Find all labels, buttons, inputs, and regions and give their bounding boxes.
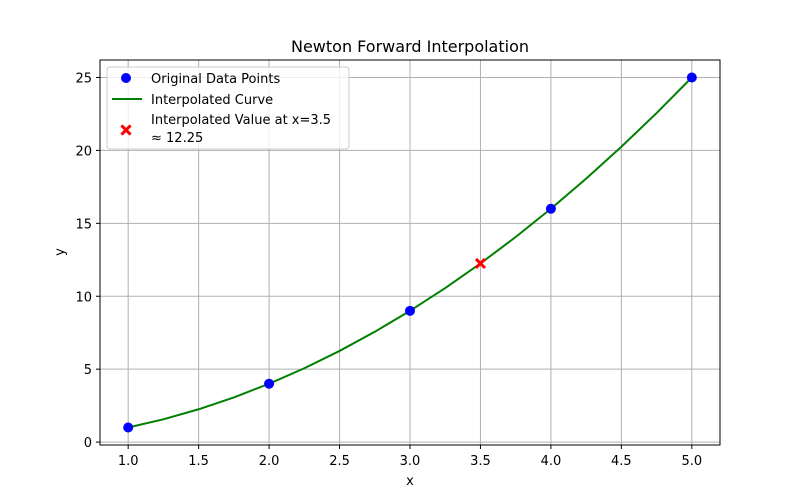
x-tick-label: 1.0 [118,454,139,469]
x-tick-label: 2.0 [259,454,280,469]
data-point [264,378,275,389]
y-tick-label: 10 [75,290,92,305]
y-tick-label: 20 [75,144,92,159]
x-tick-label: 5.0 [681,454,702,469]
y-tick-label: 5 [84,363,92,378]
points-layer [123,72,697,433]
legend: Original Data Points Interpolated Curve … [106,66,350,150]
data-point [686,72,697,83]
x-tick-label: 3.5 [470,454,491,469]
y-tick-label: 0 [84,436,92,451]
y-axis-label: y [53,248,68,256]
x-tick-label: 2.5 [329,454,350,469]
legend-marker-interpolated-value [120,124,132,136]
x-tick-label: 4.0 [541,454,562,469]
x-tick-label: 4.5 [611,454,632,469]
legend-label-original-data-points: Original Data Points [151,72,280,87]
data-point [545,203,556,214]
legend-marker-original-data-points [121,73,131,83]
x-tick-label: 1.5 [188,454,209,469]
x-axis-ticks: 1.0 1.5 2.0 2.5 3.0 3.5 4.0 4.5 5.0 [118,445,702,469]
legend-label-interpolated-value-line2: ≈ 12.25 [151,131,203,146]
y-tick-label: 25 [75,72,92,87]
data-point [405,305,415,316]
y-axis-ticks: 0 5 10 15 20 25 [75,72,100,451]
x-tick-label: 3.0 [400,454,421,469]
legend-label-interpolated-curve: Interpolated Curve [151,93,273,108]
y-tick-label: 15 [75,217,92,232]
chart-title: Newton Forward Interpolation [291,37,529,56]
interpolated-point-marker [474,257,487,270]
data-point [123,422,134,433]
legend-label-interpolated-value-line1: Interpolated Value at x=3.5 [151,113,331,128]
x-axis-label: x [406,474,414,489]
legend-box [106,66,350,150]
legend-x-marker [120,124,132,136]
